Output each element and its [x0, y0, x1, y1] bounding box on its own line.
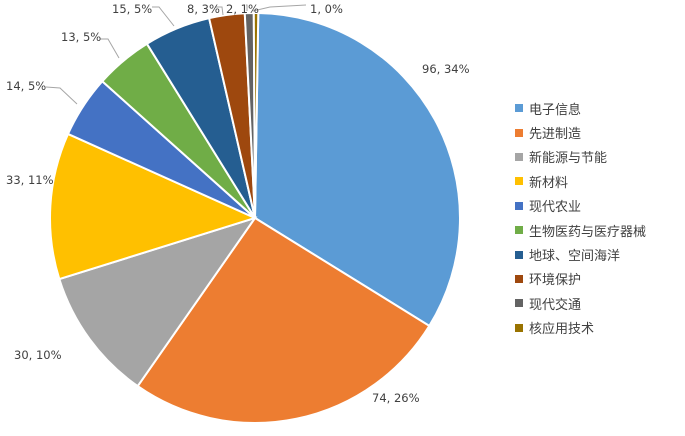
legend-item: 新材料	[515, 169, 646, 193]
legend-label: 电子信息	[529, 102, 582, 118]
legend: 电子信息先进制造新能源与节能 新材料现代农业生物医药与医疗器械 地球、空间海洋 环境保…	[515, 96, 646, 340]
legend-item: 先进制造	[515, 120, 646, 144]
data-label-5: 14, 5%	[6, 79, 46, 93]
legend-swatch-icon	[515, 250, 523, 259]
legend-item: 电子信息	[515, 96, 646, 120]
legend-item: 环境保护	[515, 267, 646, 291]
legend-item: 新能源与节能	[515, 145, 646, 169]
leader-line-7	[152, 6, 175, 27]
data-label-4: 33, 11%	[6, 173, 54, 187]
legend-swatch-icon	[515, 274, 523, 283]
legend-swatch-icon	[515, 299, 523, 308]
data-label-2: 74, 26%	[372, 391, 420, 405]
legend-item: 地球、空间海洋	[515, 242, 646, 266]
legend-swatch-icon	[515, 201, 523, 210]
data-label-3: 30, 10%	[14, 348, 62, 362]
leader-line-5	[45, 86, 78, 105]
pie-slice-3	[58, 216, 258, 388]
legend-item: 现代交通	[515, 291, 646, 315]
data-label-8: 8, 3%	[187, 2, 220, 16]
data-label-6: 13, 5%	[61, 30, 101, 44]
data-label-9: 2, 1%	[226, 2, 259, 16]
legend-label: 新能源与节能	[529, 151, 608, 167]
legend-label: 先进制造	[529, 127, 582, 143]
legend-label: 现代交通	[529, 297, 582, 313]
legend-swatch-icon	[515, 104, 523, 113]
leader-line-9	[246, 4, 248, 11]
leader-line-8	[215, 6, 224, 16]
legend-swatch-icon	[515, 323, 523, 332]
data-label-1: 96, 34%	[422, 62, 470, 76]
pie-slice-4	[49, 132, 258, 281]
data-labels-layer: 96, 34% 74, 26% 30, 10% 33, 11% 14, 5% 13, 5%…	[6, 2, 470, 405]
pie-slice-10	[252, 11, 260, 219]
legend-label: 生物医药与医疗器械	[529, 224, 647, 240]
legend-label: 核应用技术	[529, 322, 595, 338]
legend-swatch-icon	[515, 152, 523, 161]
legend-label: 新材料	[529, 175, 569, 191]
data-label-7: 15, 5%	[112, 2, 152, 16]
legend-item: 核应用技术	[515, 316, 646, 340]
leader-line-10	[252, 4, 307, 12]
legend-swatch-icon	[515, 226, 523, 235]
legend-swatch-icon	[515, 128, 523, 137]
legend-label: 地球、空间海洋	[529, 249, 621, 265]
legend-swatch-icon	[515, 177, 523, 186]
data-label-10: 1, 0%	[310, 2, 343, 16]
legend-item: 现代农业	[515, 194, 646, 218]
pie-slice-1	[253, 12, 461, 328]
leader-lines-layer	[45, 4, 307, 105]
pie-slice-2	[136, 216, 431, 424]
legend-label: 环境保护	[529, 273, 582, 289]
leader-line-6	[100, 38, 120, 59]
legend-item: 生物医药与医疗器械	[515, 218, 646, 242]
legend-label: 现代农业	[529, 200, 582, 216]
slices-layer	[49, 11, 461, 424]
